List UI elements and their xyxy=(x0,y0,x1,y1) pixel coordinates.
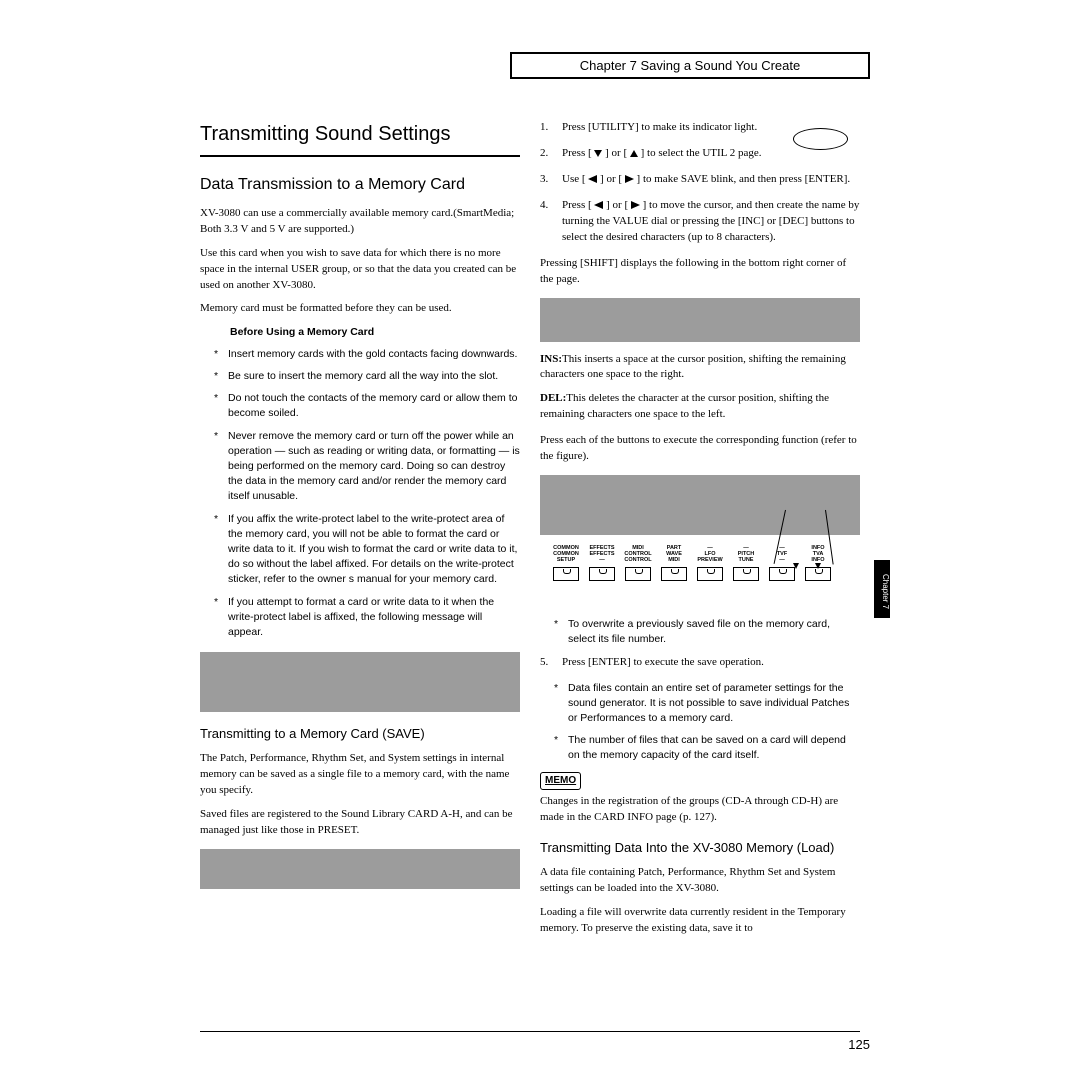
step-text: Press [ENTER] to execute the save operat… xyxy=(562,655,764,671)
content: Transmitting Sound Settings Data Transmi… xyxy=(200,120,860,945)
note-item: Data files contain an entire set of para… xyxy=(568,681,860,727)
panel-button xyxy=(769,567,795,581)
step-text: Press [ ] or [ ] to move the cursor, and… xyxy=(562,198,860,246)
screen-placeholder xyxy=(200,849,520,889)
subsection-load: Transmitting Data Into the XV-3080 Memor… xyxy=(540,840,860,857)
screen-placeholder xyxy=(540,475,860,535)
body-text: Pressing [SHIFT] displays the following … xyxy=(540,256,860,288)
right-arrow-icon xyxy=(631,201,640,209)
del-description: DEL:This deletes the character at the cu… xyxy=(540,391,860,423)
panel-button xyxy=(697,567,723,581)
notes: *To overwrite a previously saved file on… xyxy=(540,617,860,647)
body-text: Press each of the buttons to execute the… xyxy=(540,433,860,465)
memo-icon: MEMO xyxy=(540,772,581,791)
note-item: Do not touch the contacts of the memory … xyxy=(228,391,520,421)
body-text: Saved files are registered to the Sound … xyxy=(200,807,520,839)
panel-button xyxy=(625,567,651,581)
page-number: 125 xyxy=(848,1037,870,1052)
body-text: Memory card must be formatted before the… xyxy=(200,301,520,317)
memo-text: Changes in the registration of the group… xyxy=(540,794,860,826)
note-item: To overwrite a previously saved file on … xyxy=(568,617,860,647)
before-using-title: Before Using a Memory Card xyxy=(230,325,520,340)
body-text: The Patch, Performance, Rhythm Set, and … xyxy=(200,751,520,799)
step-text: Use [ ] or [ ] to make SAVE blink, and t… xyxy=(562,172,850,188)
left-column: Transmitting Sound Settings Data Transmi… xyxy=(200,120,520,945)
ins-description: INS:This inserts a space at the cursor p… xyxy=(540,352,860,384)
panel-button xyxy=(589,567,615,581)
panel-button xyxy=(805,567,831,581)
highlight-oval xyxy=(793,128,848,150)
button-panel-diagram: COMMONCOMMONSETUP EFFECTSEFFECTS— MIDICO… xyxy=(550,545,850,605)
notes: *Data files contain an entire set of par… xyxy=(540,681,860,764)
body-text: A data file containing Patch, Performanc… xyxy=(540,865,860,897)
panel-button xyxy=(661,567,687,581)
note-item: Be sure to insert the memory card all th… xyxy=(228,369,498,384)
up-arrow-icon xyxy=(630,150,638,157)
panel-button xyxy=(553,567,579,581)
step-text: Press [ ] or [ ] to select the UTIL 2 pa… xyxy=(562,146,762,162)
screen-placeholder xyxy=(540,298,860,342)
step-text: Press [UTILITY] to make its indicator li… xyxy=(562,120,757,136)
body-text: Use this card when you wish to save data… xyxy=(200,246,520,294)
note-item: Never remove the memory card or turn off… xyxy=(228,429,520,505)
section-title: Transmitting Sound Settings xyxy=(200,120,520,157)
chapter-header: Chapter 7 Saving a Sound You Create xyxy=(510,52,870,79)
right-arrow-icon xyxy=(625,175,634,183)
chapter-tab: Chapter 7 xyxy=(874,560,890,618)
subsection-data-trans: Data Transmission to a Memory Card xyxy=(200,175,520,196)
note-item: The number of files that can be saved on… xyxy=(568,733,860,763)
note-item: If you affix the write-protect label to … xyxy=(228,512,520,588)
left-arrow-icon xyxy=(588,175,597,183)
screen-placeholder xyxy=(200,652,520,712)
note-item: Insert memory cards with the gold contac… xyxy=(228,347,517,362)
panel-button xyxy=(733,567,759,581)
body-text: XV-3080 can use a commercially available… xyxy=(200,206,520,238)
memory-card-notes: *Insert memory cards with the gold conta… xyxy=(200,347,520,641)
right-column: 1.Press [UTILITY] to make its indicator … xyxy=(540,120,860,945)
body-text: Loading a file will overwrite data curre… xyxy=(540,905,860,937)
note-item: If you attempt to format a card or write… xyxy=(228,595,520,641)
footer-rule xyxy=(200,1031,860,1032)
subsection-save: Transmitting to a Memory Card (SAVE) xyxy=(200,726,520,743)
